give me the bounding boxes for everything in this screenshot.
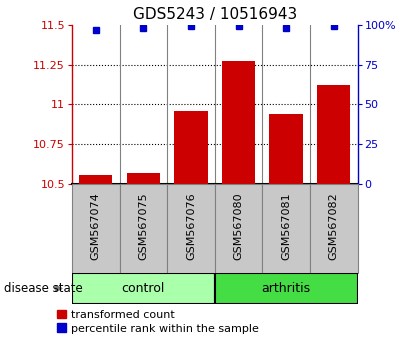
- Bar: [222, 61, 255, 184]
- Bar: [174, 111, 208, 184]
- Text: GSM567076: GSM567076: [186, 193, 196, 261]
- Bar: [127, 173, 160, 184]
- Text: arthritis: arthritis: [261, 282, 311, 295]
- Bar: [310, 184, 358, 273]
- Text: disease state: disease state: [4, 282, 83, 295]
- Bar: [215, 184, 262, 273]
- Bar: [317, 85, 351, 184]
- Text: GSM567074: GSM567074: [91, 193, 101, 261]
- Legend: transformed count, percentile rank within the sample: transformed count, percentile rank withi…: [57, 310, 259, 333]
- Text: GSM567082: GSM567082: [329, 193, 339, 261]
- Text: GSM567080: GSM567080: [233, 193, 244, 261]
- Bar: [167, 184, 215, 273]
- Bar: [79, 175, 112, 184]
- Text: GSM567081: GSM567081: [281, 193, 291, 261]
- Bar: [270, 114, 303, 184]
- Bar: [262, 184, 310, 273]
- Title: GDS5243 / 10516943: GDS5243 / 10516943: [133, 7, 297, 22]
- Text: GSM567075: GSM567075: [139, 193, 148, 261]
- Bar: [72, 273, 215, 304]
- Bar: [72, 184, 120, 273]
- Bar: [120, 184, 167, 273]
- Bar: [215, 273, 358, 304]
- Text: control: control: [122, 282, 165, 295]
